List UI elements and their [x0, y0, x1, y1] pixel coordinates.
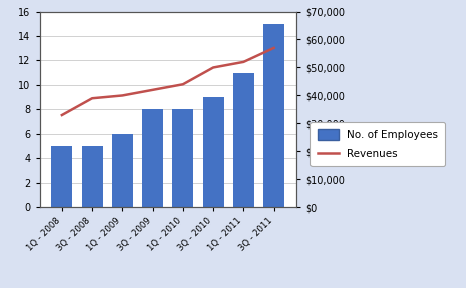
Bar: [203, 97, 224, 207]
Bar: [82, 146, 103, 207]
Bar: [263, 24, 284, 207]
Bar: [233, 73, 254, 207]
Bar: [51, 146, 72, 207]
Legend: No. of Employees, Revenues: No. of Employees, Revenues: [310, 122, 445, 166]
Bar: [142, 109, 163, 207]
Bar: [112, 134, 133, 207]
Bar: [172, 109, 193, 207]
